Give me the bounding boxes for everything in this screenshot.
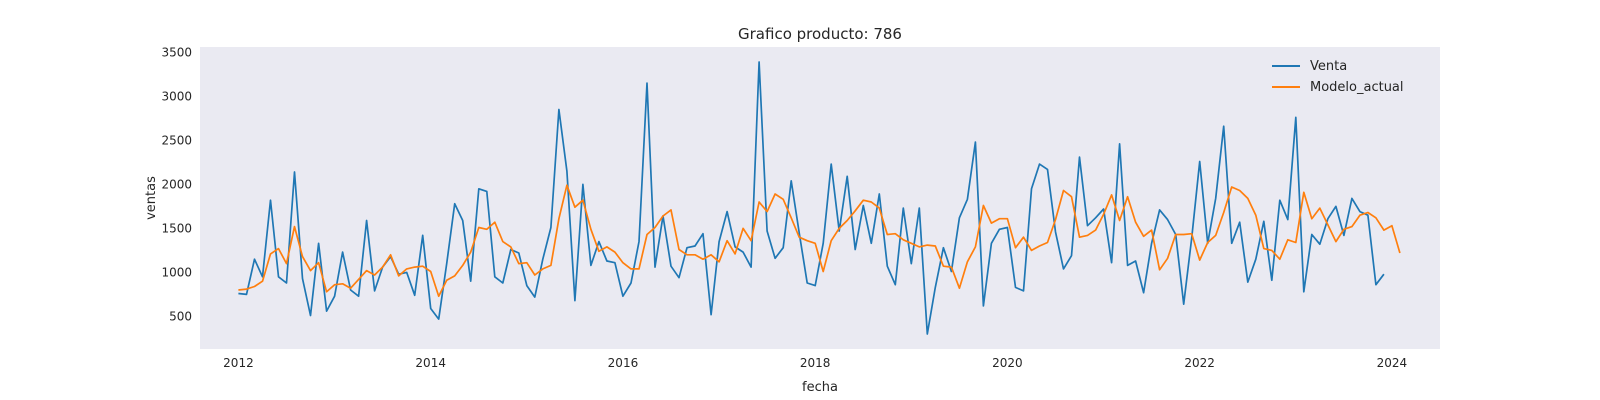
x-axis-label: fecha [802,380,838,395]
legend: Venta Modelo_actual [1272,59,1404,95]
plot-area [200,47,1440,349]
y-tick-label: 3000 [161,89,192,103]
x-tick-label: 2012 [223,356,254,370]
y-axis-label: ventas [144,176,159,220]
y-tick-label: 2500 [161,133,192,147]
series-line-modelo_actual [238,184,1401,298]
series-line-venta [238,61,1385,335]
x-tick-label: 2020 [992,356,1023,370]
x-tick-label: 2022 [1184,356,1215,370]
y-tick-label: 2000 [161,177,192,191]
y-tick-label: 500 [169,309,192,323]
x-tick-label: 2018 [800,356,831,370]
series-layer [238,61,1401,335]
x-tick-label: 2024 [1377,356,1408,370]
y-tick-label: 1000 [161,265,192,279]
x-axis: 2012 2014 2016 2018 2020 2022 2024 [223,356,1407,370]
legend-label: Modelo_actual [1310,80,1404,95]
chart-title: Grafico producto: 786 [738,25,902,43]
x-tick-label: 2014 [415,356,446,370]
y-axis: 500 1000 1500 2000 2500 3000 3500 [161,45,192,323]
x-tick-label: 2016 [608,356,639,370]
y-tick-label: 3500 [161,45,192,59]
y-tick-label: 1500 [161,221,192,235]
legend-label: Venta [1310,59,1347,74]
